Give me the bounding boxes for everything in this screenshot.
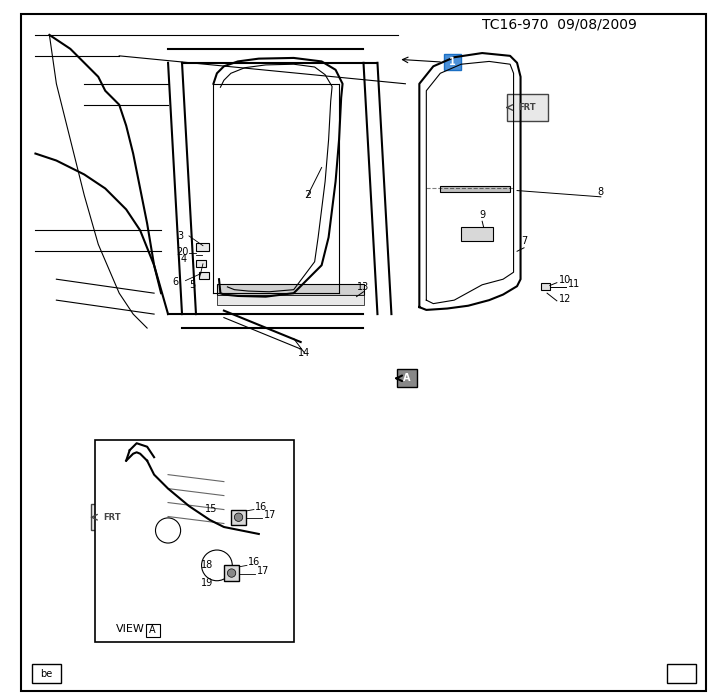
FancyBboxPatch shape [145,624,160,637]
FancyBboxPatch shape [507,94,547,121]
Text: FRT: FRT [103,513,121,521]
Text: A: A [403,373,411,383]
Text: 10: 10 [559,275,571,285]
Text: 17: 17 [265,510,277,520]
Text: 5: 5 [189,280,196,290]
Bar [217,284,364,295]
Text: 16: 16 [255,502,268,512]
Circle shape [228,569,236,577]
FancyBboxPatch shape [397,369,417,387]
Circle shape [234,513,243,521]
Text: 19: 19 [201,579,214,588]
Text: 20: 20 [176,247,188,257]
Bar [32,664,61,683]
Text: 1: 1 [449,57,456,67]
Bar [199,272,209,279]
Text: 11: 11 [568,279,580,289]
Bar [461,227,493,241]
Bar [95,440,294,642]
Text: 8: 8 [598,188,604,198]
Text: 6: 6 [172,277,178,287]
Bar [217,295,364,305]
Text: TC16-970  09/08/2009: TC16-970 09/08/2009 [481,17,636,31]
FancyBboxPatch shape [92,504,132,530]
Text: FRT: FRT [518,103,536,112]
Text: 17: 17 [257,566,270,576]
Text: be: be [41,669,53,678]
Bar [224,565,239,581]
Bar [542,283,550,290]
Text: 9: 9 [479,210,485,220]
Text: 18: 18 [201,560,214,570]
Text: 13: 13 [358,282,369,292]
Text: 15: 15 [204,505,217,514]
Bar [443,54,461,70]
Text: 2: 2 [304,191,311,200]
Bar [667,664,696,683]
Bar [196,243,209,251]
Text: 4: 4 [180,255,187,265]
Text: 3: 3 [177,231,184,241]
Text: VIEW: VIEW [116,624,145,634]
Text: 14: 14 [298,348,310,358]
Bar [196,260,206,267]
Text: 16: 16 [249,558,260,567]
Text: 12: 12 [559,295,571,304]
Text: A: A [149,625,156,635]
Text: 7: 7 [521,237,527,246]
Bar [441,186,510,192]
Bar [231,510,246,525]
